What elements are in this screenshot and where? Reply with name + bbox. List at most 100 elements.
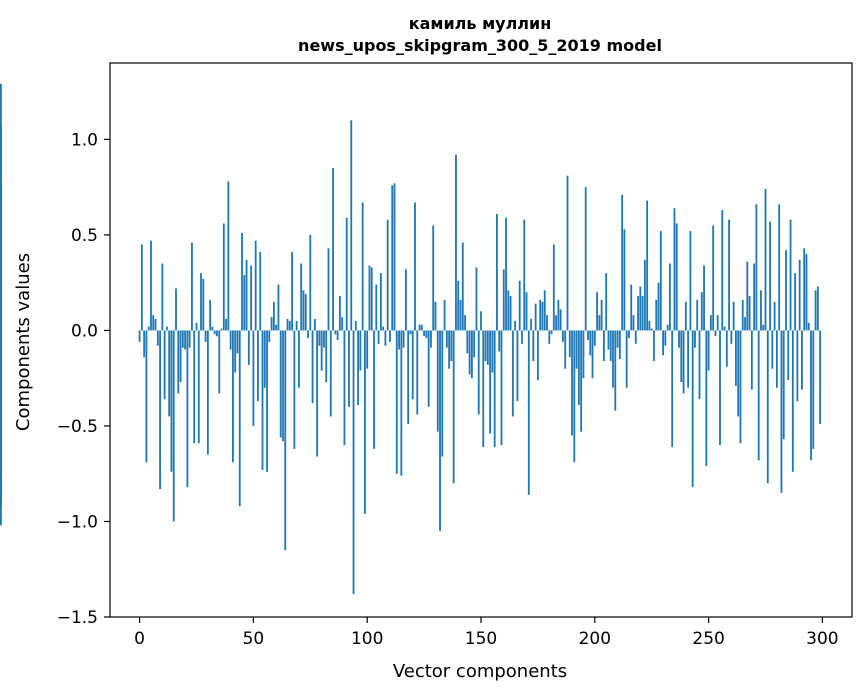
bar <box>589 330 592 356</box>
bar <box>682 330 685 394</box>
bar <box>543 290 546 331</box>
bar <box>407 330 410 425</box>
bar <box>491 330 494 373</box>
bar <box>291 252 293 331</box>
bar <box>562 330 564 342</box>
bar <box>550 330 553 335</box>
bar <box>357 330 359 405</box>
bar <box>632 315 635 331</box>
bar <box>275 324 278 331</box>
bar <box>778 204 781 331</box>
bar <box>555 315 558 331</box>
bar <box>807 322 810 331</box>
bar <box>568 330 571 358</box>
bar <box>648 320 651 331</box>
bar <box>268 330 271 342</box>
bar <box>320 330 323 371</box>
bar <box>566 175 569 331</box>
bar <box>338 296 341 331</box>
bar <box>593 330 596 346</box>
bar <box>272 301 275 331</box>
bar <box>156 330 159 346</box>
bar <box>175 288 177 331</box>
bar <box>678 330 680 348</box>
bar <box>796 330 799 402</box>
bar <box>634 330 637 344</box>
bar <box>252 330 255 426</box>
bar <box>605 273 608 331</box>
bar <box>785 250 787 331</box>
bar <box>216 330 218 337</box>
bar <box>493 330 496 447</box>
bar <box>466 330 469 354</box>
bar <box>259 252 262 331</box>
bar <box>400 330 403 476</box>
bar <box>354 320 357 331</box>
bar <box>498 330 501 352</box>
bar <box>557 299 560 331</box>
bar <box>152 315 155 331</box>
bar <box>227 181 230 331</box>
bar <box>147 326 150 331</box>
bar <box>172 330 175 522</box>
bar <box>680 330 683 383</box>
bar <box>750 330 753 390</box>
bar <box>361 202 364 331</box>
bar <box>368 265 371 331</box>
bar <box>580 330 583 432</box>
bar <box>812 330 815 449</box>
bar <box>179 330 182 383</box>
bar <box>669 263 671 331</box>
bar <box>816 286 819 331</box>
bar <box>573 330 576 463</box>
bars-layer <box>0 84 822 595</box>
bar <box>662 330 664 356</box>
bar <box>771 330 774 369</box>
y-tick-label: −1.0 <box>57 512 98 532</box>
bar <box>450 330 453 362</box>
bar <box>425 330 428 339</box>
bar <box>539 299 542 331</box>
bar <box>582 330 585 379</box>
bar <box>204 330 207 342</box>
bar <box>480 311 482 331</box>
bar <box>350 120 353 331</box>
bar <box>598 315 601 331</box>
bar <box>703 265 705 331</box>
bar <box>637 296 639 331</box>
bar <box>168 330 171 417</box>
bar <box>775 330 778 388</box>
bar <box>698 330 701 400</box>
bar <box>298 330 300 388</box>
y-tick-label: 0.0 <box>71 321 98 341</box>
bar <box>641 296 644 331</box>
bar <box>591 330 594 379</box>
bar <box>546 315 548 331</box>
bar <box>753 263 756 331</box>
bar <box>500 330 503 446</box>
bar <box>402 330 405 348</box>
bar <box>279 330 282 438</box>
bar <box>625 330 628 388</box>
bar <box>516 330 519 402</box>
bar <box>684 301 687 331</box>
bar <box>805 254 808 331</box>
bar <box>234 330 237 373</box>
bar <box>705 330 708 467</box>
bar <box>571 330 573 436</box>
bar <box>630 284 633 331</box>
bar <box>452 330 455 484</box>
bar <box>445 330 448 348</box>
bar <box>184 330 187 350</box>
bar <box>473 330 476 358</box>
bar <box>789 219 792 331</box>
bar <box>352 330 355 595</box>
bar <box>404 269 407 331</box>
bar <box>441 330 444 457</box>
bar <box>432 225 435 331</box>
bar <box>748 296 751 331</box>
bar <box>482 330 485 447</box>
bar <box>295 320 298 331</box>
bar <box>782 330 785 440</box>
